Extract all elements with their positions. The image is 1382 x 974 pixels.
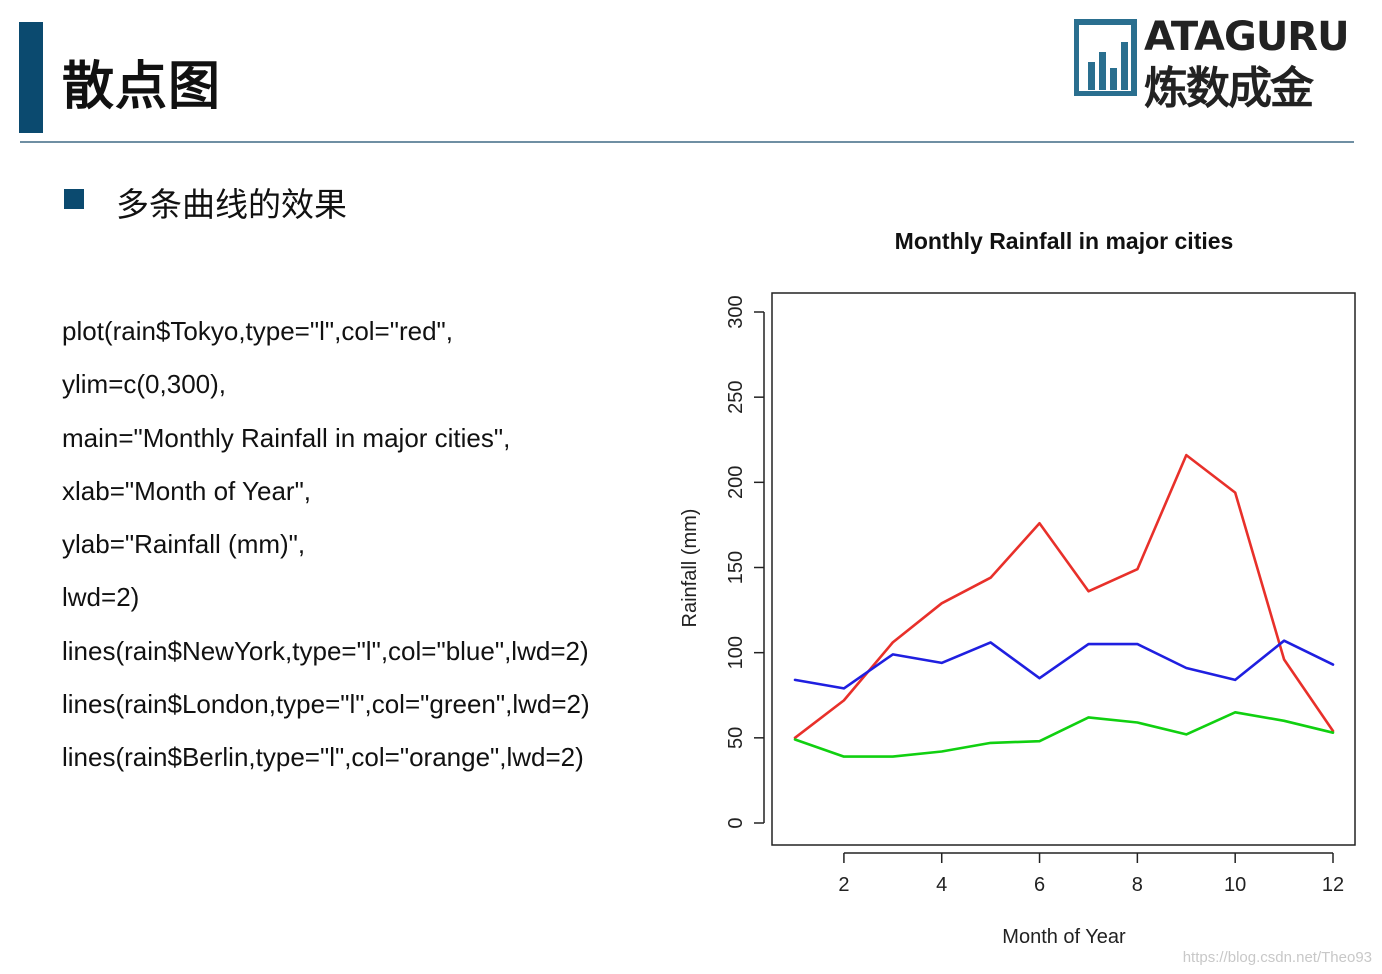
watermark: https://blog.csdn.net/Theo93 <box>1182 949 1372 966</box>
x-tick-label: 6 <box>1034 874 1045 896</box>
rainfall-line-chart: Monthly Rainfall in major cities 2 4 6 8 10 12… <box>679 228 1356 948</box>
y-tick-label: 200 <box>725 466 747 499</box>
series-line-1 <box>793 453 1335 740</box>
logo-text-en: ATAGURU <box>1144 14 1350 60</box>
code-line: ylim=c(0,300), <box>62 369 226 400</box>
y-tick-label: 100 <box>725 636 747 669</box>
x-tick-label: 8 <box>1132 874 1143 896</box>
page-title: 散点图 <box>62 57 222 117</box>
bullet-marker <box>64 189 84 209</box>
header-divider <box>20 141 1354 143</box>
code-line: xlab="Month of Year", <box>62 475 312 506</box>
bar-chart-logo-icon <box>1074 19 1137 96</box>
y-tick-label: 250 <box>725 380 747 413</box>
code-line: main="Monthly Rainfall in major cities", <box>62 422 511 453</box>
y-tick-label: 150 <box>725 551 747 584</box>
x-tick-label: 4 <box>936 874 947 896</box>
ataguru-logo: ATAGURU 炼数成金 <box>1074 14 1364 114</box>
logo-text-cn: 炼数成金 <box>1144 63 1314 114</box>
plot-frame <box>771 292 1356 846</box>
code-line: lines(rain$NewYork,type="l",col="blue",l… <box>62 635 589 666</box>
series-line-2 <box>793 639 1335 690</box>
code-line: lines(rain$London,type="l",col="green",l… <box>62 689 590 720</box>
y-tick-label: 50 <box>725 727 747 749</box>
series-line-3 <box>793 710 1335 758</box>
code-line: lines(rain$Berlin,type="l",col="orange",… <box>62 742 584 773</box>
x-tick-label: 10 <box>1224 874 1246 896</box>
bullet-text: 多条曲线的效果 <box>116 185 347 224</box>
y-axis-label: Rainfall (mm) <box>679 509 701 628</box>
title-accent-bar <box>19 22 43 133</box>
x-tick-label: 2 <box>838 874 849 896</box>
y-tick-label: 300 <box>725 295 747 328</box>
code-line: ylab="Rainfall (mm)", <box>62 529 306 560</box>
x-axis-label: Month of Year <box>1002 926 1126 948</box>
code-block: plot(rain$Tokyo,type="l",col="red", ylim… <box>62 310 590 790</box>
code-line: plot(rain$Tokyo,type="l",col="red", <box>62 316 454 346</box>
y-tick-label: 0 <box>725 817 747 828</box>
x-tick-label: 12 <box>1322 874 1344 896</box>
chart-title: Monthly Rainfall in major cities <box>895 228 1234 254</box>
code-line: lwd=2) <box>62 582 140 613</box>
